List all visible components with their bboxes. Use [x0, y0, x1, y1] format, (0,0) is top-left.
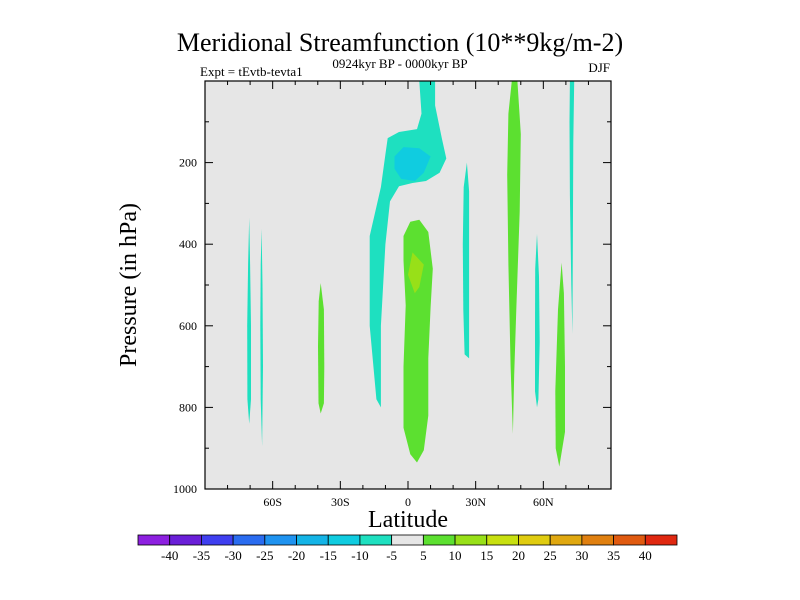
y-tick-label: 400	[179, 237, 197, 251]
axes: 60S 30S 0 30N 60N 200 400 600 800 1000	[173, 81, 611, 509]
colorbar-label: 15	[480, 548, 493, 563]
time-range-label: 0924kyr BP - 0000kyr BP	[332, 56, 468, 71]
contour-north-strip-b	[507, 81, 521, 434]
colorbar-box	[486, 534, 519, 546]
contour-regions	[247, 81, 575, 467]
x-tick-label: 0	[405, 495, 411, 509]
colorbar-label: -5	[386, 548, 397, 563]
colorbar-label: -30	[224, 548, 241, 563]
colorbar-label: 35	[607, 548, 620, 563]
colorbar-label: -25	[256, 548, 273, 563]
contour-north-strip-c	[535, 234, 540, 408]
colorbar-box	[201, 534, 234, 546]
contour-north-strip-a	[462, 162, 470, 359]
colorbar-label: 30	[575, 548, 588, 563]
contour-south-strip-b	[260, 228, 263, 447]
colorbar-label: -10	[351, 548, 368, 563]
season-label: DJF	[588, 60, 610, 75]
colorbar-label: 40	[639, 548, 652, 563]
contour-south-strip-c	[318, 283, 325, 414]
colorbar-label: -15	[320, 548, 337, 563]
contour-upper-core	[394, 147, 431, 181]
experiment-label: Expt = tEvtb-tevta1	[200, 64, 303, 79]
colorbar-box	[137, 534, 171, 546]
y-tick-label: 800	[179, 400, 197, 414]
colorbar-box	[296, 534, 329, 546]
colorbar: -40 -35 -30 -25 -20 -15 -10 -5 5 10 15 20 25 30 35 40	[137, 534, 678, 563]
y-tick-label: 200	[179, 156, 197, 170]
y-axis-label: Pressure (in hPa)	[116, 203, 142, 367]
colorbar-label: -20	[288, 548, 305, 563]
colorbar-box	[169, 534, 202, 546]
colorbar-box	[454, 534, 488, 546]
colorbar-label: 25	[544, 548, 557, 563]
colorbar-box	[232, 534, 266, 546]
colorbar-label: 20	[512, 548, 525, 563]
contour-north-strip-d	[555, 262, 565, 467]
y-tick-label: 1000	[173, 482, 197, 496]
colorbar-box	[644, 534, 678, 546]
contour-north-strip-e	[569, 81, 575, 334]
colorbar-box	[581, 534, 614, 546]
colorbar-box	[359, 534, 393, 546]
colorbar-box	[518, 534, 551, 546]
colorbar-box	[549, 534, 583, 546]
contour-south-strip-a	[247, 217, 251, 424]
x-axis-label: Latitude	[368, 507, 448, 533]
x-tick-label: 30N	[465, 495, 486, 509]
colorbar-label: -40	[161, 548, 178, 563]
colorbar-label: 5	[420, 548, 427, 563]
y-tick-label: 600	[179, 319, 197, 333]
colorbar-label: 10	[449, 548, 462, 563]
chart-title: Meridional Streamfunction (10**9kg/m-2)	[176, 28, 624, 57]
x-tick-label: 60S	[263, 495, 282, 509]
colorbar-box	[391, 534, 424, 546]
contour-mid-core-inner	[408, 252, 424, 294]
colorbar-box	[613, 534, 646, 546]
colorbar-box	[327, 534, 361, 546]
colorbar-box	[264, 534, 297, 546]
colorbar-box	[422, 534, 456, 546]
x-tick-label: 30S	[331, 495, 350, 509]
colorbar-label: -35	[193, 548, 210, 563]
x-tick-label: 60N	[533, 495, 554, 509]
